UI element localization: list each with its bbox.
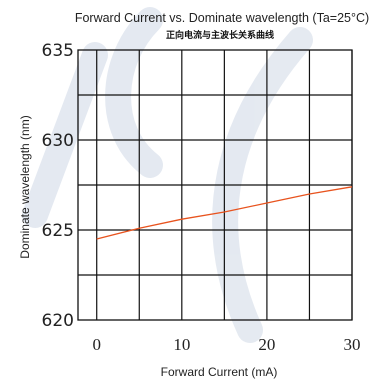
series-line-0 <box>96 186 353 240</box>
y-tick-label: 635 <box>42 41 74 61</box>
x-tick-label: 10 <box>173 335 190 354</box>
x-axis-label: Forward Current (mA) <box>161 365 278 379</box>
x-tick-label: 30 <box>344 335 361 354</box>
plot-grid <box>77 49 353 321</box>
chart-title: Forward Current vs. Dominate wavelength … <box>75 11 369 25</box>
y-axis-label: Dominate wavelength (nm) <box>18 115 32 258</box>
x-tick-labels: 0 10 20 30 <box>92 335 360 354</box>
y-tick-labels: 620 625 630 635 <box>42 41 74 331</box>
y-tick-label: 625 <box>42 221 74 241</box>
x-tick-label: 0 <box>92 335 101 354</box>
y-tick-label: 630 <box>42 131 74 151</box>
chart-subtitle: 正向电流与主波长关系曲线 <box>166 29 274 41</box>
series-layer <box>96 186 353 240</box>
x-tick-label: 20 <box>258 335 275 354</box>
y-tick-label: 620 <box>42 311 74 331</box>
